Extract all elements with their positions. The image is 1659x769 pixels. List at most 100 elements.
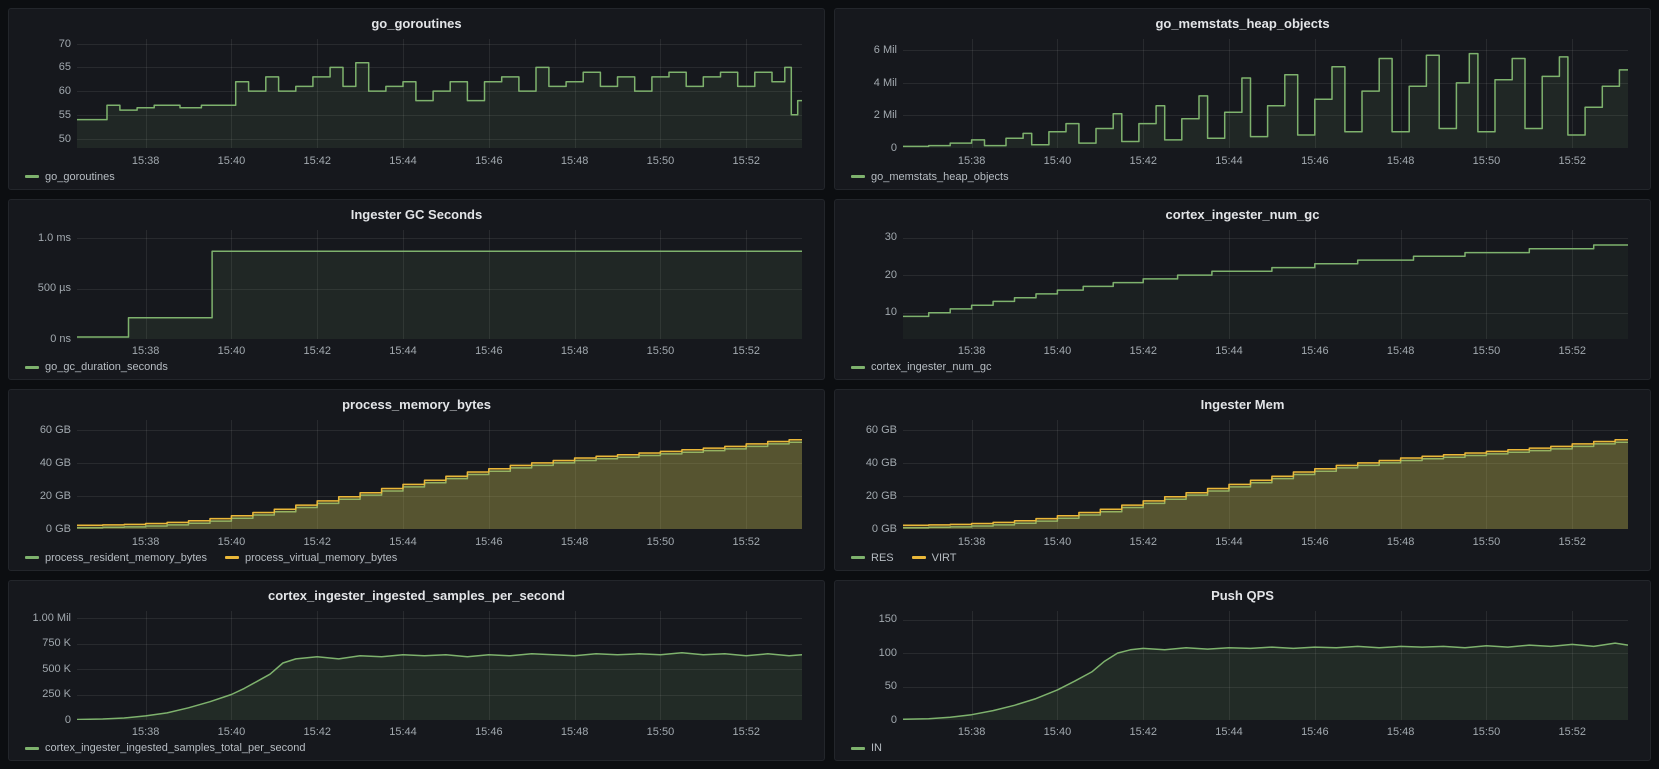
plot-region[interactable] xyxy=(77,229,802,339)
x-axis-tick-label: 15:40 xyxy=(217,535,246,548)
legend-series-marker xyxy=(225,556,240,559)
x-axis-tick-label: 15:44 xyxy=(389,726,417,738)
x-axis-tick-label: 15:38 xyxy=(131,345,160,357)
legend-item[interactable]: RES xyxy=(851,552,894,564)
legend-item[interactable]: go_memstats_heap_objects xyxy=(851,171,1009,183)
x-axis-tick-label: 15:38 xyxy=(131,154,160,167)
x-axis-tick-label: 15:48 xyxy=(560,726,589,738)
legend-label: go_goroutines xyxy=(45,170,115,183)
y-axis-tick-label: 500 K xyxy=(42,662,71,675)
legend-series-marker xyxy=(25,556,39,559)
x-axis-tick-label: 15:44 xyxy=(1215,345,1243,357)
legend: IN xyxy=(847,739,1638,757)
plot-region[interactable] xyxy=(903,420,1628,529)
x-axis-tick-label: 15:44 xyxy=(1215,154,1243,167)
x-axis-tick-label: 15:46 xyxy=(475,535,503,548)
x-axis-tick-label: 15:50 xyxy=(646,535,675,548)
y-axis-tick-label: 60 GB xyxy=(865,423,897,436)
legend-label: cortex_ingester_ingested_samples_total_p… xyxy=(45,742,306,754)
legend-item[interactable]: IN xyxy=(851,742,882,754)
panel-title[interactable]: Ingester GC Seconds xyxy=(350,206,483,222)
x-axis-tick-label: 15:44 xyxy=(389,154,417,167)
x-axis-tick-label: 15:50 xyxy=(1472,726,1501,738)
legend: process_resident_memory_bytes process_vir… xyxy=(21,549,812,567)
y-axis-tick-label: 65 xyxy=(58,61,71,74)
x-axis-tick-label: 15:44 xyxy=(1215,535,1243,548)
x-axis-tick-label: 15:52 xyxy=(732,535,760,548)
x-axis-tick-label: 15:48 xyxy=(1386,535,1415,548)
chart-area: 0 GB 20 GB 40 GB 60 GB 15:38 15:40 15:42 15:44 1… xyxy=(847,414,1638,549)
x-axis-tick-label: 15:38 xyxy=(957,154,986,167)
x-axis-tick-label: 15:42 xyxy=(1129,345,1157,357)
x-axis-tick-label: 15:48 xyxy=(560,535,589,548)
x-axis-tick-label: 15:48 xyxy=(560,154,589,167)
x-axis-tick-label: 15:52 xyxy=(732,726,760,738)
legend-series-marker xyxy=(851,746,865,750)
plot-region[interactable] xyxy=(77,420,802,529)
y-axis-tick-label: 20 GB xyxy=(865,489,897,502)
plot-region[interactable] xyxy=(77,610,802,720)
legend-series-marker xyxy=(25,365,39,369)
panel-title[interactable]: process_memory_bytes xyxy=(342,397,491,412)
plot-region[interactable] xyxy=(903,39,1628,148)
y-axis-tick-label: 750 K xyxy=(42,637,71,650)
legend-item[interactable]: VIRT xyxy=(911,552,956,564)
y-axis-tick-label: 60 xyxy=(58,85,71,98)
legend-item[interactable]: process_virtual_memory_bytes xyxy=(225,552,397,564)
plot-region[interactable] xyxy=(77,39,802,148)
chart-area: 50 55 60 65 70 15:38 15:40 15:42 15:44 15:46 15:48… xyxy=(21,33,812,168)
y-axis-tick-label: 40 GB xyxy=(39,456,71,469)
chart-area: 10 20 30 15:38 15:40 15:42 15:44 15:46 15:48 15:5… xyxy=(847,224,1638,359)
panel-title[interactable]: Push QPS xyxy=(1211,587,1274,603)
legend-series-marker xyxy=(851,556,865,559)
legend-item[interactable]: cortex_ingester_num_gc xyxy=(851,361,991,373)
x-axis-tick-label: 15:46 xyxy=(1301,345,1329,357)
y-axis-tick-label: 0 xyxy=(64,713,71,726)
x-axis-tick-label: 15:50 xyxy=(1472,345,1501,357)
panel-title[interactable]: cortex_ingester_ingested_samples_per_sec… xyxy=(268,587,565,603)
x-axis-tick-label: 15:42 xyxy=(1129,154,1157,167)
x-axis-tick-label: 15:40 xyxy=(1043,345,1072,357)
panel-push_qps: Push QPS 0 50 100 150 15:38 15:40 15:42 15:44 15:… xyxy=(834,579,1651,761)
legend-item[interactable]: process_resident_memory_bytes xyxy=(25,552,207,564)
legend-label: process_resident_memory_bytes xyxy=(45,551,208,564)
x-axis-tick-label: 15:46 xyxy=(475,726,503,738)
legend-series-marker xyxy=(25,175,39,178)
x-axis-tick-label: 15:46 xyxy=(1301,535,1329,548)
legend-item[interactable]: cortex_ingester_ingested_samples_total_p… xyxy=(25,742,306,754)
x-axis-tick-label: 15:48 xyxy=(1386,345,1415,357)
panel-title[interactable]: Ingester Mem xyxy=(1200,397,1285,412)
plot-region[interactable] xyxy=(903,229,1628,339)
y-axis-tick-label: 30 xyxy=(884,231,897,244)
y-axis-tick-label: 500 µs xyxy=(37,282,71,295)
panel-title[interactable]: go_memstats_heap_objects xyxy=(1155,16,1330,31)
y-axis-tick-label: 70 xyxy=(58,37,71,50)
x-axis-tick-label: 15:40 xyxy=(217,154,246,167)
x-axis-tick-label: 15:42 xyxy=(303,154,331,167)
panel-go_memstats_heap_objects: go_memstats_heap_objects 0 2 Mil 4 Mil 6 Mil… xyxy=(834,8,1651,190)
legend-label: go_gc_duration_seconds xyxy=(45,361,168,373)
y-axis-tick-label: 4 Mil xyxy=(873,76,897,89)
legend-item[interactable]: go_goroutines xyxy=(25,171,115,183)
x-axis-tick-label: 15:48 xyxy=(560,345,589,357)
panel-title[interactable]: go_goroutines xyxy=(371,16,462,31)
y-axis-tick-label: 0 xyxy=(890,713,897,726)
x-axis-tick-label: 15:44 xyxy=(389,345,417,357)
x-axis-tick-label: 15:50 xyxy=(1472,154,1501,167)
legend: go_goroutines xyxy=(21,168,812,186)
x-axis-tick-label: 15:48 xyxy=(1386,154,1415,167)
x-axis-tick-label: 15:50 xyxy=(1472,535,1501,548)
legend-label: cortex_ingester_num_gc xyxy=(871,361,992,373)
panel-process_memory_bytes: process_memory_bytes 0 GB 20 GB 40 GB 60 GB 1… xyxy=(8,389,825,571)
panel-title[interactable]: cortex_ingester_num_gc xyxy=(1165,206,1320,222)
y-axis-tick-label: 150 xyxy=(878,613,897,626)
chart-area: 0 GB 20 GB 40 GB 60 GB 15:38 15:40 15:42 15:44 1… xyxy=(21,414,812,549)
x-axis-tick-label: 15:46 xyxy=(1301,154,1329,167)
chart-area: 0 ns 500 µs 1.0 ms 15:38 15:40 15:42 15:44 15:4… xyxy=(21,224,812,359)
legend-item[interactable]: go_gc_duration_seconds xyxy=(25,361,168,373)
plot-region[interactable] xyxy=(903,610,1628,720)
x-axis-tick-label: 15:52 xyxy=(1558,535,1586,548)
chart-area: 0 250 K 500 K 750 K 1.00 Mil 15:38 15:40 15:42 1… xyxy=(21,605,812,740)
y-axis-tick-label: 0 GB xyxy=(45,523,71,535)
